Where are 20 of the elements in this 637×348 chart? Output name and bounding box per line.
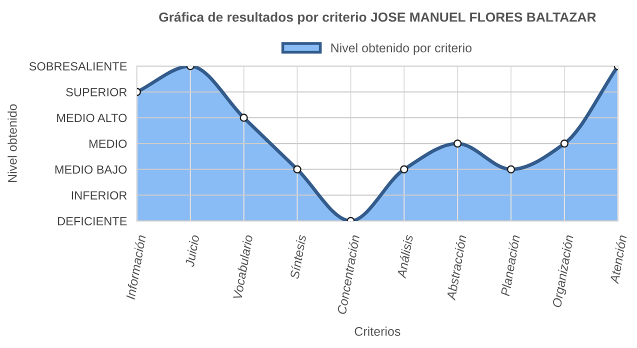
x-tick-label: Síntesis	[289, 234, 306, 280]
chart-title: Gráfica de resultados por criterio JOSE MANUEL FLORES BALTAZAR	[159, 12, 596, 24]
category-label: SUPERIOR	[66, 88, 127, 96]
category-label: SOBRESALIENTE	[29, 62, 127, 71]
category-label: MEDIO BAJO	[55, 165, 127, 174]
category-label: INFERIOR	[72, 191, 127, 200]
x-tick-label: Organización	[552, 234, 576, 308]
x-tick-label: Atención	[609, 234, 627, 284]
x-tick-label: Vocabulario	[232, 234, 253, 300]
legend-label: Nivel obtenido por criterio	[331, 43, 472, 55]
text: Nivel obtenido	[8, 104, 17, 182]
category-label: DEFICIENTE	[58, 217, 127, 226]
x-tick-label: Información	[126, 234, 146, 300]
category-label: MEDIO ALTO	[57, 114, 127, 122]
x-tick-label: Juicio	[184, 234, 200, 268]
x-tick-label: Abstracción	[446, 234, 467, 301]
x-tick-label: Planeación	[500, 234, 520, 296]
category-label: MEDIO	[90, 140, 127, 148]
x-axis-title: Criterios	[354, 326, 400, 336]
x-tick-label: Análisis	[396, 234, 414, 279]
